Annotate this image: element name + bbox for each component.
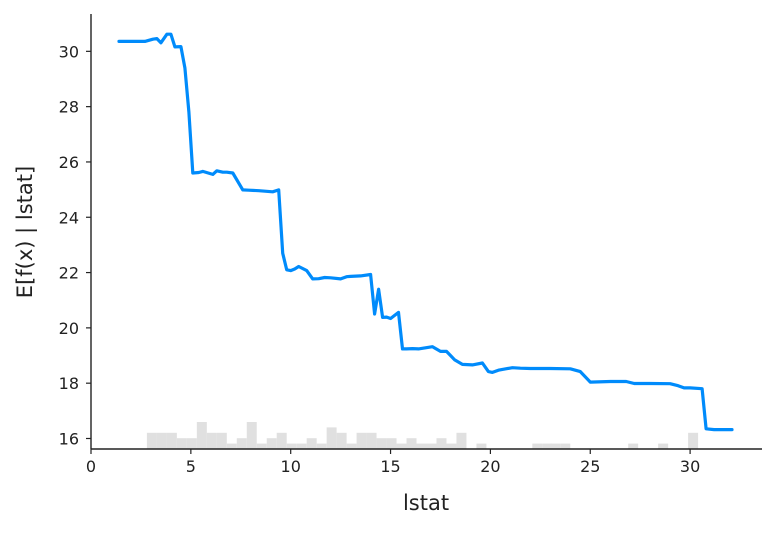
histogram-bar-39 [658,443,669,449]
histogram-bar-2 [166,432,177,449]
histogram-bar-12 [266,438,277,449]
histogram-bar-1 [156,432,167,449]
x-ticks: 0 5 10 15 20 25 30 [86,449,700,476]
y-tick-label-4: 24 [59,208,79,227]
histogram-bar-5 [196,422,207,449]
histogram-bar-20 [346,443,357,449]
axes-layer [90,14,762,450]
histogram-bar-30 [446,443,457,449]
histogram-bar-28 [426,443,437,449]
histogram-layer [146,422,699,449]
histogram-bar-31 [456,432,467,449]
histogram-bar-25 [396,443,407,449]
series-line [117,32,734,432]
histogram-bar-24 [386,438,397,449]
histogram-bar-38 [628,443,639,449]
histogram-bar-0 [146,432,157,449]
histogram-bar-22 [366,432,377,449]
histogram-bar-29 [436,438,447,449]
histogram-bar-16 [306,438,317,449]
histogram-bar-4 [186,438,197,449]
line-layer [117,32,734,432]
x-tick-label-3: 15 [380,457,400,476]
histogram-bar-23 [376,438,387,449]
histogram-bar-6 [206,432,217,449]
x-axis-label: lstat [403,491,449,515]
histogram-bar-11 [256,443,267,449]
histogram-bar-35 [542,443,553,449]
histogram-bar-8 [226,443,237,449]
histogram-bar-40 [688,432,699,449]
y-tick-label-6: 28 [59,98,79,117]
y-tick-label-3: 22 [59,264,79,283]
histogram-bar-18 [326,427,337,449]
y-ticks: 16 18 20 22 24 26 28 30 [59,42,91,448]
x-tick-label-2: 10 [281,457,301,476]
x-tick-label-4: 20 [480,457,500,476]
histogram-bar-36 [550,443,561,449]
histogram-bar-37 [560,443,571,449]
x-tick-label-1: 5 [186,457,196,476]
x-tick-label-0: 0 [86,457,96,476]
histogram-bar-14 [286,443,297,449]
y-tick-label-0: 16 [59,429,79,448]
y-tick-label-2: 20 [59,319,79,338]
y-tick-label-1: 18 [59,374,79,393]
y-axis-label: E[f(x) | lstat] [13,166,38,298]
histogram-bar-34 [532,443,543,449]
histogram-bar-27 [416,443,427,449]
histogram-bar-3 [176,438,187,449]
histogram-bar-33 [476,443,487,449]
histogram-bar-19 [336,432,347,449]
y-tick-label-5: 26 [59,153,79,172]
histogram-bar-10 [246,422,257,449]
x-tick-label-5: 25 [580,457,600,476]
histogram-bar-21 [356,432,367,449]
histogram-bar-13 [276,432,287,449]
histogram-bar-9 [236,438,247,449]
histogram-bar-26 [406,438,417,449]
x-tick-label-6: 30 [680,457,700,476]
histogram-bar-7 [216,432,227,449]
histogram-bar-17 [316,443,327,449]
y-tick-label-7: 30 [59,42,79,61]
histogram-bar-15 [296,443,307,449]
